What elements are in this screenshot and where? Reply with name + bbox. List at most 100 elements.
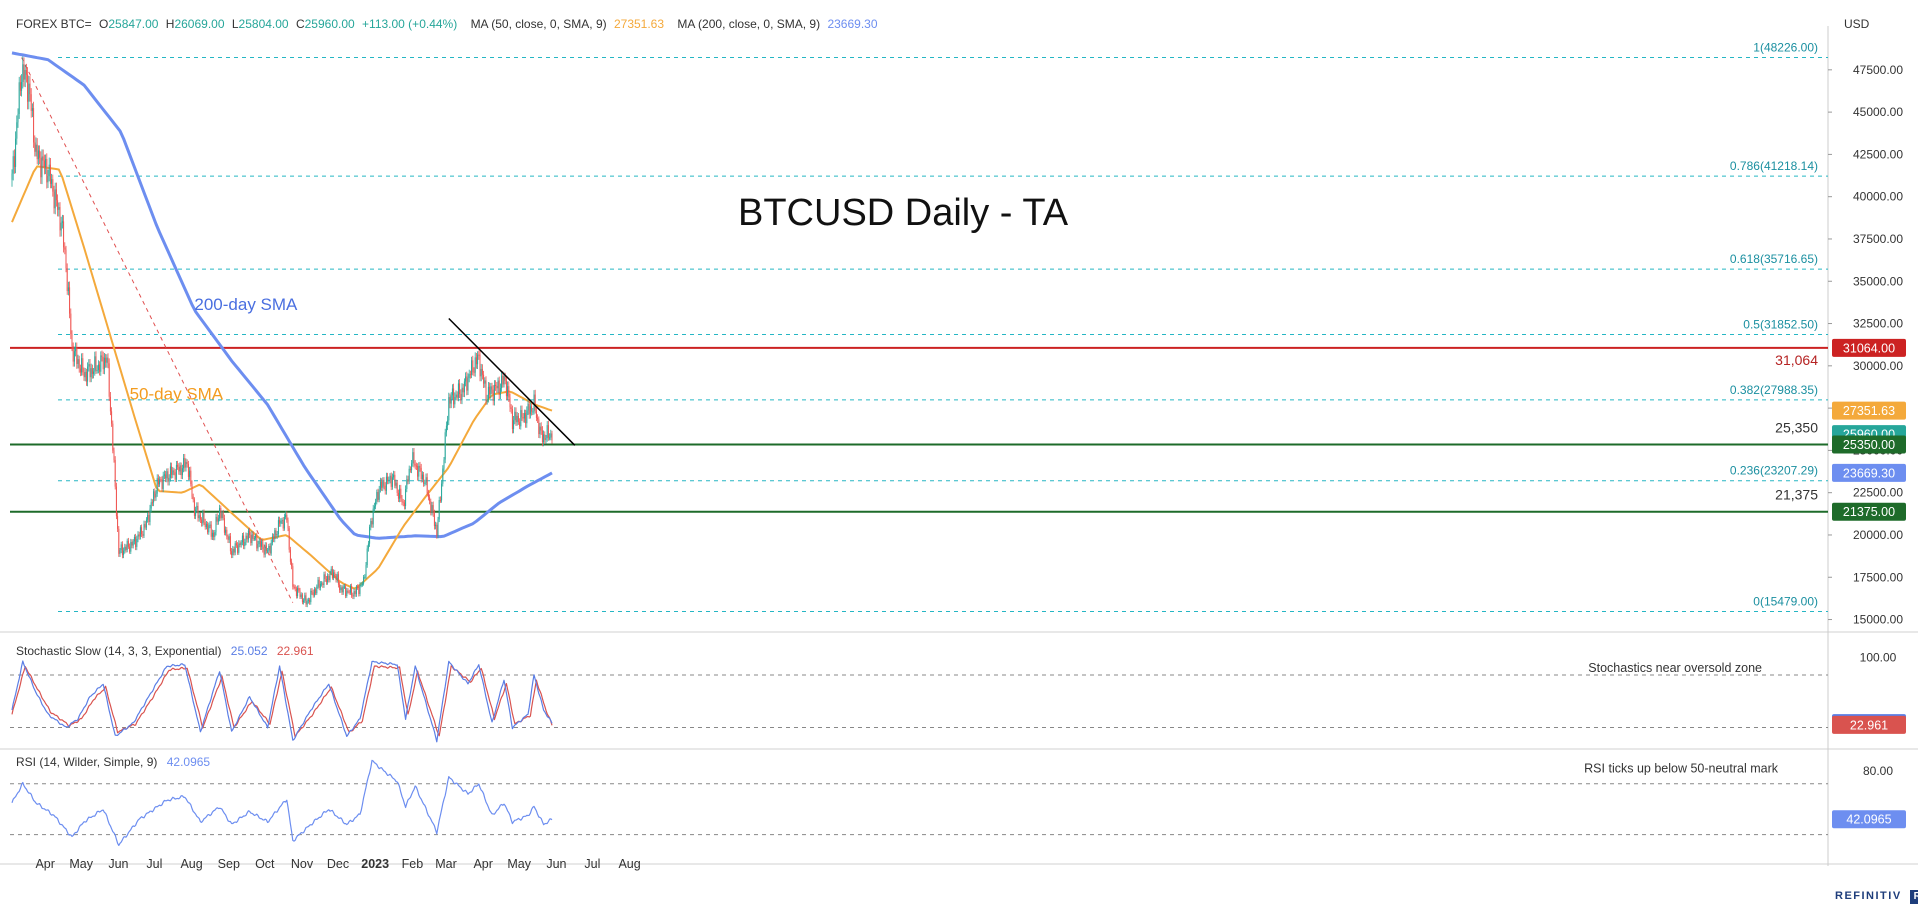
candle-body: [73, 351, 75, 362]
candle-body: [400, 488, 402, 499]
y-tick-label: 15000.00: [1853, 613, 1903, 627]
candle-body: [79, 368, 81, 373]
candle-body: [454, 397, 456, 405]
candle-body: [213, 532, 215, 537]
candle-body: [257, 544, 259, 549]
candle-body: [468, 374, 470, 379]
candle-body: [478, 354, 480, 356]
candle-body: [192, 496, 194, 500]
candle-body: [276, 534, 278, 536]
candle-body: [136, 538, 138, 547]
candle-body: [119, 549, 121, 554]
candle-body: [96, 370, 98, 372]
ma200-line: [11, 51, 553, 540]
candle-body: [21, 81, 23, 91]
candle-body: [190, 470, 192, 485]
ma50-legend-value: 27351.63: [613, 17, 665, 31]
candle-body: [529, 406, 531, 415]
candle-body: [544, 434, 546, 441]
candle-body: [54, 189, 56, 209]
candle-body: [232, 548, 234, 556]
stochastic-d-line: [11, 665, 553, 738]
candle-body: [539, 426, 541, 435]
candle-body: [209, 524, 211, 526]
candle-body: [357, 586, 359, 588]
candle-body: [411, 463, 413, 471]
candle-body: [114, 459, 116, 487]
candle-body: [17, 113, 19, 123]
candle-body: [133, 536, 135, 542]
candle-body: [198, 515, 200, 519]
candle-body: [450, 395, 452, 404]
candle-body: [521, 410, 523, 418]
candle-body: [358, 587, 360, 594]
candle-body: [315, 589, 317, 594]
candle-body: [339, 584, 341, 591]
candle-body: [310, 590, 312, 603]
candle-body: [499, 388, 501, 395]
candle-body: [306, 600, 308, 605]
candle-body: [113, 450, 115, 460]
candle-body: [413, 452, 415, 464]
candle-body: [321, 583, 323, 585]
candle-body: [376, 492, 378, 502]
x-tick-label: Jul: [146, 857, 162, 871]
stochastic-y-tick: 100.00: [1860, 651, 1897, 665]
candle-body: [327, 575, 329, 583]
candle-body: [247, 530, 249, 540]
candle-body: [364, 576, 366, 578]
candle-body: [293, 586, 295, 588]
y-tick-label: 37500.00: [1853, 232, 1903, 246]
candle-body: [483, 374, 485, 384]
candle-body: [520, 410, 522, 427]
candle-body: [210, 524, 212, 537]
candle-body: [391, 477, 393, 487]
candle-body: [466, 376, 468, 391]
candle-body: [423, 474, 425, 484]
candle-body: [156, 478, 158, 494]
candle-body: [305, 595, 307, 605]
ma-annotation: 50-day SMA: [130, 385, 224, 404]
candle-body: [161, 479, 163, 489]
candle-body: [237, 545, 239, 553]
candle-body: [511, 409, 513, 430]
candle-body: [432, 505, 434, 514]
fib-level-label: 0.786(41218.14): [1730, 159, 1818, 173]
candle-body: [534, 394, 536, 411]
candle-body: [418, 465, 420, 477]
candle-body: [353, 591, 355, 597]
candle-body: [154, 491, 156, 498]
rsi-value-legend: 42.0965: [166, 755, 211, 769]
candle-body: [507, 386, 509, 397]
candle-body: [189, 470, 191, 477]
candle-body: [271, 536, 273, 543]
candle-body: [184, 458, 186, 468]
candle-body: [217, 518, 219, 522]
candle-body: [150, 502, 152, 509]
candle-body: [191, 484, 193, 497]
candle-body: [179, 465, 181, 472]
candle-body: [359, 585, 361, 594]
candle-body: [16, 122, 18, 139]
price-tag: [1832, 502, 1906, 521]
ma200-legend-value: 23669.30: [827, 17, 878, 31]
candle-body: [166, 471, 168, 479]
stochastic-annotation: Stochastics near oversold zone: [1588, 661, 1762, 675]
candle-body: [301, 594, 303, 603]
candle-body: [165, 474, 167, 479]
x-tick-label: May: [507, 857, 531, 871]
candle-body: [171, 466, 173, 475]
candle-body: [31, 108, 33, 111]
candle-body: [291, 561, 293, 567]
candle-body: [187, 463, 189, 477]
candle-body: [25, 69, 27, 75]
candle-body: [509, 397, 511, 408]
candle-body: [479, 354, 481, 377]
candle-body: [211, 532, 213, 537]
candle-body: [543, 434, 545, 442]
candle-body: [49, 164, 51, 184]
candle-body: [87, 366, 89, 382]
candle-body: [67, 287, 69, 292]
candle-body: [18, 82, 20, 114]
candle-body: [387, 476, 389, 481]
